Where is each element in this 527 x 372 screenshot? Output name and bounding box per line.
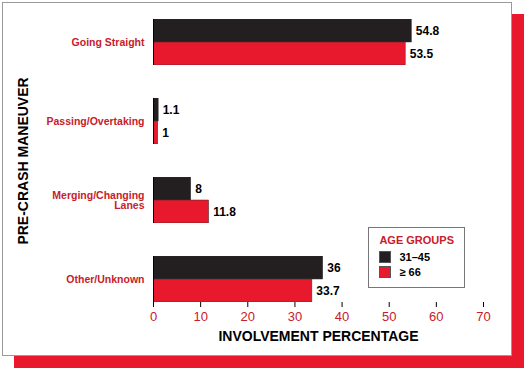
svg-text:60: 60 (429, 309, 443, 324)
svg-text:Passing/Overtaking: Passing/Overtaking (46, 115, 144, 127)
svg-text:10: 10 (193, 309, 207, 324)
svg-text:8: 8 (195, 182, 202, 196)
svg-text:40: 40 (335, 309, 349, 324)
svg-text:Other/Unknown: Other/Unknown (66, 273, 144, 285)
svg-text:70: 70 (476, 309, 490, 324)
html-text:≥ 66: ≥ 66 (399, 266, 421, 278)
html-text:AGE GROUPS: AGE GROUPS (379, 234, 454, 246)
svg-text:INVOLVEMENT PERCENTAGE: INVOLVEMENT PERCENTAGE (218, 328, 418, 344)
svg-text:PRE-CRASH MANEUVER: PRE-CRASH MANEUVER (15, 77, 31, 244)
svg-text:36: 36 (327, 261, 341, 275)
svg-text:20: 20 (241, 309, 255, 324)
svg-text:Going Straight: Going Straight (72, 36, 145, 48)
svg-text:1: 1 (162, 126, 169, 140)
svg-text:53.5: 53.5 (410, 47, 434, 61)
svg-text:30: 30 (288, 309, 302, 324)
html-text:31–45: 31–45 (399, 251, 430, 263)
svg-text:50: 50 (382, 309, 396, 324)
svg-text:0: 0 (150, 309, 157, 324)
svg-text:Merging/ChangingLanes: Merging/ChangingLanes (52, 189, 144, 212)
svg-text:1.1: 1.1 (163, 103, 180, 117)
svg-text:54.8: 54.8 (416, 24, 440, 38)
svg-text:33.7: 33.7 (316, 284, 340, 298)
svg-text:11.8: 11.8 (213, 205, 236, 219)
